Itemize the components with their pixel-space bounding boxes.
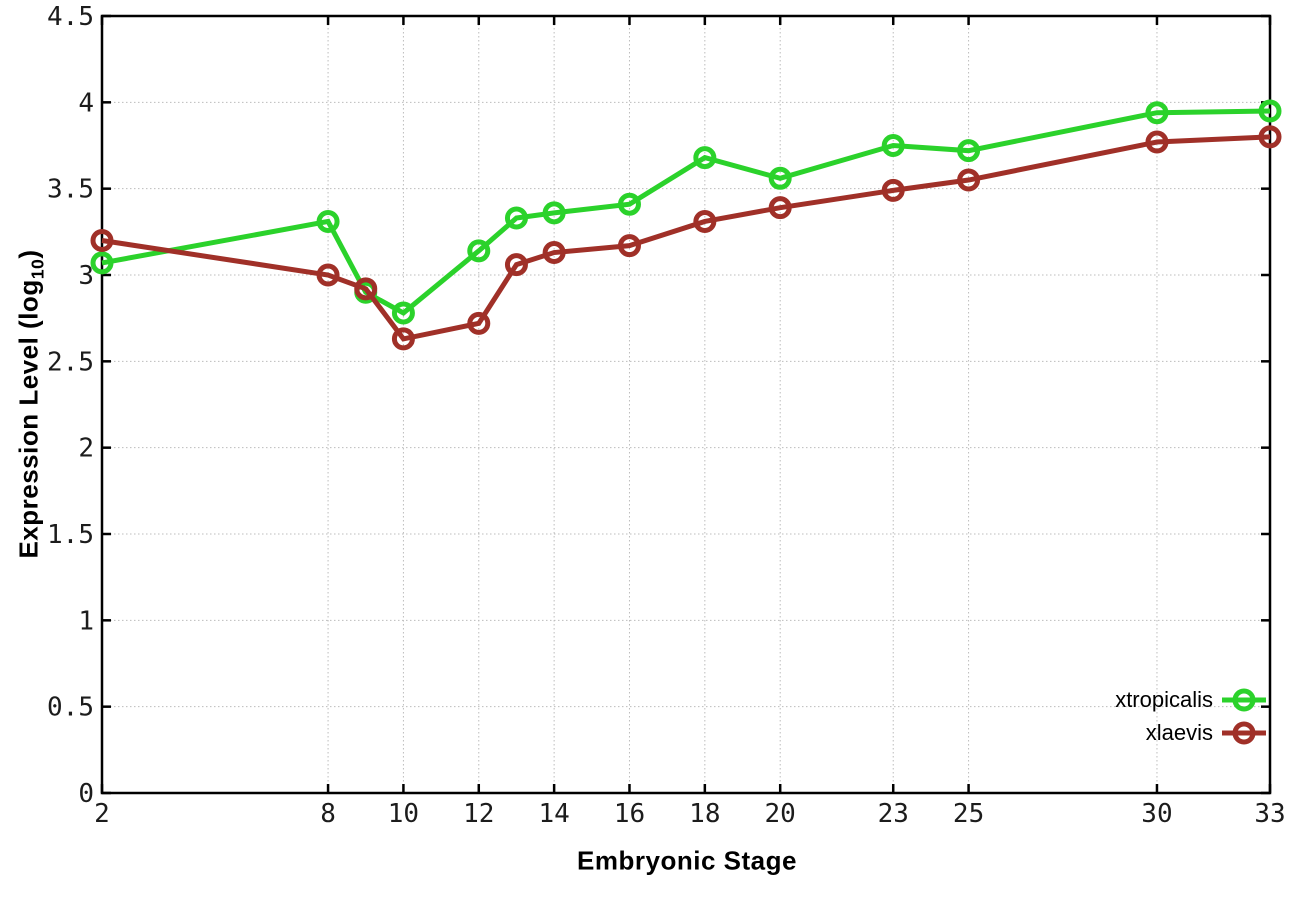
data-point-xlaevis: [1258, 125, 1282, 149]
x-tick-label: 2: [94, 799, 110, 829]
data-point-xtropicalis: [391, 301, 415, 325]
x-tick-label: 23: [878, 799, 909, 829]
legend-label-xlaevis: xlaevis: [1145, 719, 1213, 745]
x-tick-label: 10: [388, 799, 419, 829]
data-point-xtropicalis: [316, 209, 340, 233]
y-tick-label: 2.5: [47, 347, 94, 377]
data-point-xlaevis: [1145, 130, 1169, 154]
y-axis-title-subscript: 10: [27, 258, 48, 280]
y-tick-label: 1.5: [47, 520, 94, 550]
data-point-xlaevis: [881, 178, 905, 202]
data-point-xtropicalis: [1258, 99, 1282, 123]
legend: xtropicalis xlaevis: [1115, 684, 1268, 748]
y-tick-label: 4: [78, 88, 94, 118]
legend-marker-xtropicalis: [1222, 688, 1266, 711]
data-point-xlaevis: [957, 168, 981, 192]
data-point-xtropicalis: [881, 134, 905, 157]
data-point-xtropicalis: [693, 146, 717, 170]
y-tick-label: 2: [78, 434, 94, 464]
y-tick-label: 3: [78, 261, 94, 291]
x-tick-label: 14: [538, 799, 569, 829]
data-point-xlaevis: [467, 311, 491, 335]
y-tick-label: 3.5: [47, 175, 94, 205]
data-point-xlaevis: [693, 209, 717, 233]
series-line-xtropicalis: [101, 108, 1271, 316]
legend-item-xlaevis: xlaevis: [1115, 717, 1268, 748]
x-tick-label: 8: [320, 799, 336, 829]
y-tick-label: 0.5: [47, 693, 94, 723]
y-axis-title-text: Expression Level (log: [13, 279, 44, 559]
legend-marker-xlaevis: [1222, 721, 1266, 744]
x-axis-title: Embryonic Stage: [577, 845, 797, 876]
data-point-xtropicalis: [504, 206, 528, 230]
legend-sample-point: [1232, 721, 1256, 744]
x-tick-label: 16: [614, 799, 645, 829]
data-point-xtropicalis: [1145, 101, 1169, 125]
y-tick-label: 1: [78, 606, 94, 636]
y-axis-title-close: ): [13, 249, 44, 259]
data-point-xtropicalis: [617, 192, 641, 216]
legend-sample-point: [1232, 688, 1256, 711]
data-point-xlaevis: [768, 196, 792, 220]
data-point-xlaevis: [90, 228, 114, 252]
data-point-xtropicalis: [768, 166, 792, 190]
data-point-xtropicalis: [542, 201, 566, 225]
y-tick-label: 4.5: [47, 2, 94, 32]
data-point-xlaevis: [354, 277, 378, 301]
data-point-xtropicalis: [957, 139, 981, 163]
data-point-xlaevis: [504, 253, 528, 277]
x-tick-label: 12: [463, 799, 494, 829]
x-tick-label: 18: [689, 799, 720, 829]
data-point-xlaevis: [391, 327, 415, 351]
y-tick-label: 0: [78, 779, 94, 809]
data-point-xlaevis: [316, 263, 340, 287]
x-tick-label: 33: [1254, 799, 1285, 829]
data-point-xtropicalis: [467, 239, 491, 263]
legend-item-xtropicalis: xtropicalis: [1115, 684, 1268, 715]
data-point-xlaevis: [542, 241, 566, 265]
y-axis-title: Expression Level (log10): [13, 249, 48, 558]
legend-label-xtropicalis: xtropicalis: [1115, 686, 1213, 712]
x-tick-label: 30: [1141, 799, 1172, 829]
data-point-xtropicalis: [90, 251, 114, 275]
data-point-xlaevis: [617, 234, 641, 258]
plot-border: [100, 14, 1272, 795]
x-tick-label: 25: [953, 799, 984, 829]
x-tick-label: 20: [765, 799, 796, 829]
